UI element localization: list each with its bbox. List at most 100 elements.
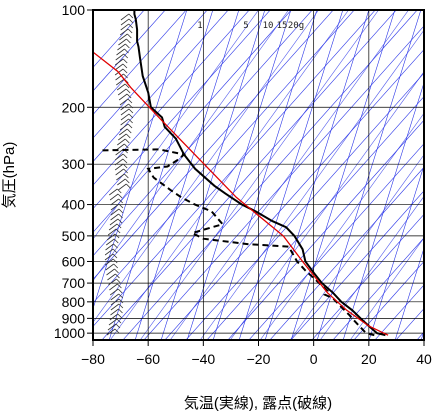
wind-barb — [117, 43, 126, 51]
guide-line — [186, 10, 292, 340]
guide-line — [311, 213, 424, 340]
guide-line — [394, 247, 424, 340]
wind-barb — [116, 143, 125, 151]
guide-line — [290, 10, 396, 340]
wind-barb — [124, 138, 130, 144]
guide-line — [93, 10, 376, 327]
wind-barb — [124, 83, 130, 89]
temperature-line — [133, 10, 386, 337]
wind-barb — [123, 73, 128, 79]
guide-line — [289, 154, 424, 340]
wind-barb — [128, 118, 133, 124]
wind-barb — [116, 173, 125, 181]
mixing-ratio-label: 1 — [197, 21, 202, 31]
wind-barb — [120, 113, 130, 121]
wind-barb — [110, 298, 120, 306]
wind-barb — [116, 83, 126, 91]
wind-barb — [128, 113, 134, 119]
wind-barb — [107, 228, 117, 236]
wind-barb — [104, 258, 114, 266]
wind-barb — [125, 133, 131, 139]
wind-barb — [115, 323, 121, 329]
wind-barb — [126, 128, 132, 134]
wind-barb — [120, 13, 130, 21]
guide-line — [206, 96, 424, 340]
mixing-ratio-label: 15 — [277, 21, 288, 31]
wind-barb — [127, 123, 133, 129]
guide-line — [93, 10, 229, 163]
wind-barb — [116, 188, 122, 194]
series-lines — [93, 10, 389, 337]
wind-barb — [119, 123, 129, 131]
wind-barb — [105, 243, 114, 251]
guide-line — [160, 10, 266, 340]
y-tick-label: 400 — [62, 197, 86, 213]
wind-barb — [112, 258, 118, 264]
wind-barb — [118, 293, 124, 299]
wind-barb — [117, 218, 123, 224]
guide-line — [164, 49, 424, 340]
wind-barb — [114, 328, 120, 334]
dewpoint-line — [98, 148, 375, 337]
wind-barb — [116, 318, 122, 324]
mixing-ratio-label: 10 — [263, 21, 274, 31]
wind-barb — [116, 48, 125, 56]
wind-barb — [115, 53, 124, 61]
wind-barb — [108, 278, 117, 286]
x-axis-title: 気温(実線), 露点(破線) — [184, 395, 332, 412]
wind-barb — [118, 308, 123, 314]
guide-line — [93, 10, 145, 68]
wind-barb — [126, 93, 132, 99]
wind-barb — [109, 313, 119, 321]
wind-barb — [119, 28, 129, 36]
guide-line — [395, 308, 424, 340]
wind-barb — [125, 178, 130, 184]
wind-barb — [128, 18, 134, 24]
wind-barb — [120, 103, 129, 111]
wind-barb — [117, 193, 123, 199]
y-tick-label: 100 — [62, 2, 86, 18]
wind-barb — [109, 218, 119, 226]
guide-line — [212, 10, 318, 340]
wind-barb — [126, 183, 131, 189]
x-tick-label: 0 — [310, 351, 318, 367]
wind-barb — [118, 133, 127, 141]
wind-barb — [122, 153, 128, 159]
wind-barb — [127, 28, 133, 34]
wind-barb — [127, 98, 133, 104]
y-tick-label: 200 — [62, 99, 86, 115]
wind-barb — [122, 68, 128, 74]
guide-line — [342, 81, 424, 340]
wind-barb — [122, 163, 128, 169]
wind-barb — [106, 268, 115, 276]
wind-barb — [123, 53, 129, 59]
wind-barb — [109, 288, 119, 296]
wind-barb — [113, 243, 118, 249]
wind-barb — [106, 233, 116, 241]
y-tick-label: 600 — [62, 253, 86, 269]
guide-line — [93, 10, 166, 92]
guide-line — [353, 260, 424, 340]
guide-line — [93, 10, 289, 282]
guide-line — [238, 10, 344, 340]
wind-barb — [105, 263, 114, 271]
wind-barb — [114, 58, 124, 66]
wind-barb — [122, 63, 128, 69]
wind-barb — [114, 63, 124, 71]
guide-line — [374, 284, 424, 340]
x-tick-label: 40 — [416, 351, 432, 367]
wind-barb — [118, 298, 124, 304]
y-tick-label: 900 — [62, 310, 86, 326]
wind-barb — [119, 33, 128, 41]
guide-line — [368, 164, 424, 340]
wind-barb — [109, 283, 118, 291]
wind-barb — [106, 238, 115, 246]
wind-barb — [124, 173, 129, 179]
wind-barb — [114, 158, 124, 166]
wind-barb — [113, 263, 119, 269]
wind-barb — [124, 143, 129, 149]
wind-barb — [110, 198, 119, 206]
guide-line — [122, 10, 418, 340]
wind-barb — [110, 308, 119, 316]
mixing-ratio-label: 5 — [243, 21, 248, 31]
